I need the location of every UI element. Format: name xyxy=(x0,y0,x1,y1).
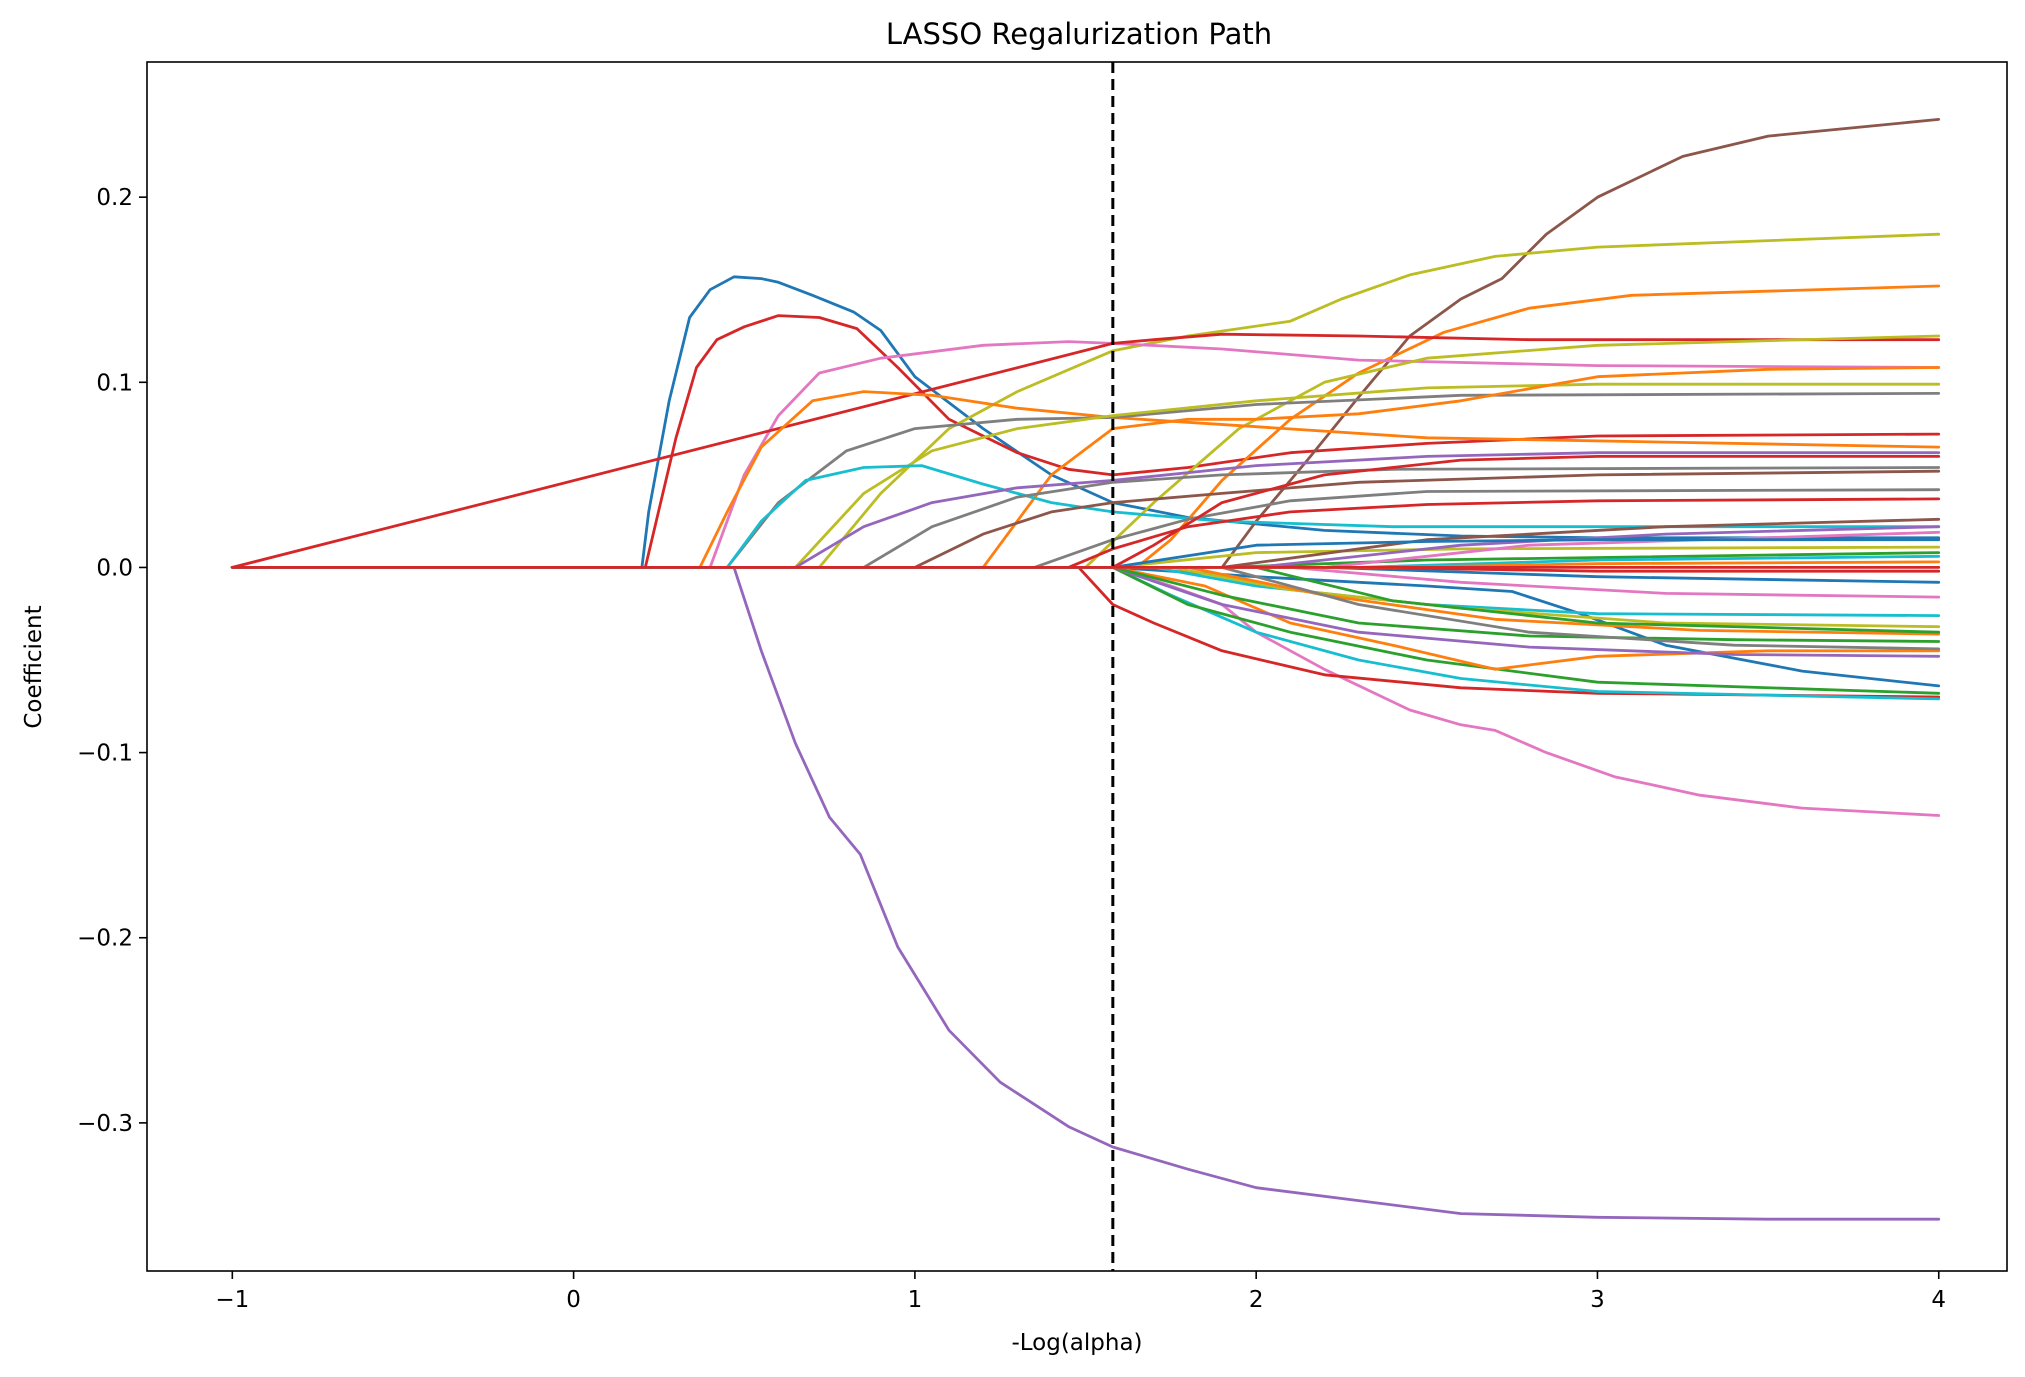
x-tick-label: 2 xyxy=(1249,1287,1264,1313)
x-tick-label: 3 xyxy=(1590,1287,1605,1313)
coefficient-line-13 xyxy=(230,366,1941,569)
y-axis-label: Coefficient xyxy=(21,605,47,728)
x-axis-label: -Log(alpha) xyxy=(1011,1330,1142,1356)
coefficient-line-22 xyxy=(230,566,1941,699)
coefficient-line-18 xyxy=(230,469,1941,569)
coefficient-line-3 xyxy=(230,566,1941,1221)
x-axis: −1 0 1 2 3 4 xyxy=(215,1271,1946,1313)
x-tick-label: 1 xyxy=(908,1287,923,1313)
x-tick-label: −1 xyxy=(215,1287,249,1313)
coefficient-line-16 xyxy=(230,451,1941,569)
coefficient-line-2 xyxy=(230,314,1941,569)
plot-area xyxy=(146,61,2008,1272)
coefficient-line-25 xyxy=(230,566,1941,688)
x-tick-label: 4 xyxy=(1931,1287,1946,1313)
y-axis: −0.3 −0.2 −0.1 0.0 0.1 0.2 xyxy=(77,185,147,1137)
coefficient-line-12 xyxy=(230,382,1941,569)
coefficient-line-20 xyxy=(230,455,1941,569)
coefficient-line-17 xyxy=(230,497,1941,569)
plot-frame xyxy=(146,61,2008,1272)
y-tick-label: 0.2 xyxy=(96,185,133,211)
coefficient-line-7 xyxy=(230,340,1941,569)
series-layer xyxy=(230,118,1941,1221)
y-tick-label: 0.0 xyxy=(96,555,133,581)
chart-title: LASSO Regalurization Path xyxy=(886,17,1272,51)
y-tick-label: −0.3 xyxy=(77,1111,133,1137)
coefficient-line-14 xyxy=(230,464,1941,569)
coefficient-line-10 xyxy=(230,390,1941,569)
y-tick-label: −0.1 xyxy=(77,741,133,767)
y-tick-label: −0.2 xyxy=(77,926,133,952)
y-tick-label: 0.1 xyxy=(96,370,133,396)
x-tick-label: 0 xyxy=(566,1287,581,1313)
coefficient-line-1 xyxy=(230,275,1941,569)
